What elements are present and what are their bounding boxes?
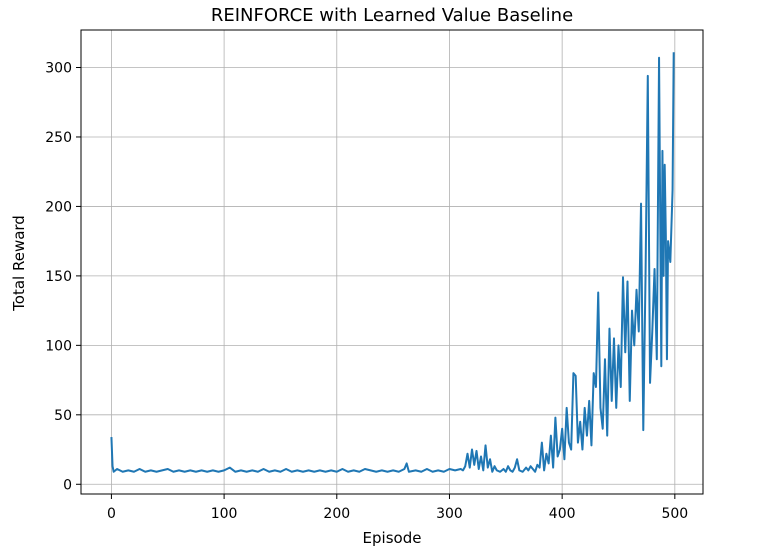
x-tick-label: 400 — [549, 506, 576, 522]
y-tick-label: 50 — [54, 408, 72, 424]
y-tick-label: 250 — [45, 130, 72, 146]
series-line-0 — [110, 52, 675, 473]
y-tick-label: 100 — [45, 338, 72, 354]
x-tick-label: 500 — [661, 506, 688, 522]
grid — [81, 30, 703, 494]
x-tick-label: 300 — [436, 506, 463, 522]
x-tick-label: 0 — [107, 506, 116, 522]
plot-frame — [80, 29, 704, 495]
plot-area — [110, 52, 675, 473]
y-tick-label: 0 — [63, 477, 72, 493]
ticks: 0 100 200 300 400 500 0 50 100 150 200 250 300 — [45, 61, 688, 522]
x-axis-label: Episode — [363, 529, 422, 547]
x-tick-label: 100 — [211, 506, 238, 522]
y-tick-label: 300 — [45, 61, 72, 77]
y-axis-label: Total Reward — [10, 215, 28, 312]
y-tick-label: 150 — [45, 269, 72, 285]
x-tick-label: 200 — [323, 506, 350, 522]
y-tick-label: 200 — [45, 199, 72, 215]
chart-title: REINFORCE with Learned Value Baseline — [211, 5, 573, 26]
